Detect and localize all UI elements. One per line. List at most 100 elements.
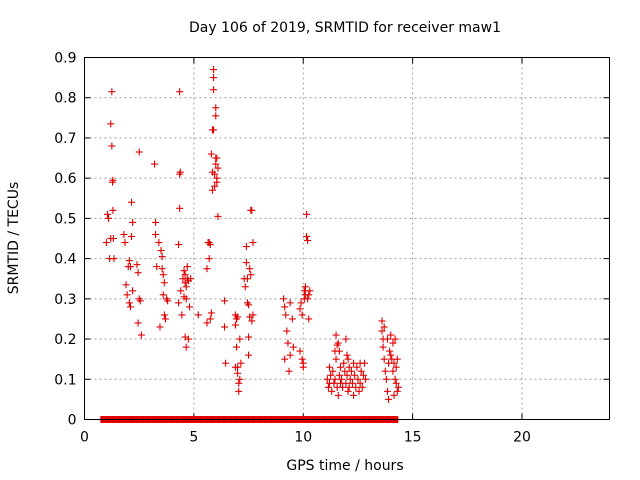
data-point	[102, 239, 110, 247]
data-point	[126, 263, 134, 271]
data-point	[353, 363, 361, 371]
data-point	[379, 343, 387, 351]
data-point	[236, 335, 244, 343]
data-point	[128, 198, 136, 206]
data-point	[110, 255, 118, 263]
data-point	[341, 367, 349, 375]
data-point	[214, 164, 222, 172]
data-point	[381, 367, 389, 375]
data-point	[336, 363, 344, 371]
data-point	[210, 126, 218, 134]
data-point	[323, 375, 331, 383]
data-point	[182, 295, 190, 303]
data-point	[344, 387, 352, 395]
data-point	[180, 267, 188, 275]
data-point	[393, 387, 401, 395]
data-point	[378, 317, 386, 325]
data-point	[297, 299, 305, 307]
data-point	[107, 235, 115, 242]
data-point	[159, 291, 167, 299]
data-point	[382, 375, 390, 383]
data-point	[178, 311, 186, 319]
data-point	[339, 383, 347, 391]
data-point	[304, 295, 312, 303]
data-point	[247, 271, 255, 279]
data-point	[206, 241, 214, 249]
data-point	[137, 331, 145, 339]
data-point	[243, 275, 251, 283]
data-point	[134, 269, 142, 277]
data-point	[108, 88, 116, 96]
data-point	[298, 311, 306, 319]
data-point	[176, 168, 184, 176]
data-point	[133, 261, 141, 269]
data-point	[284, 339, 292, 347]
data-point	[213, 178, 221, 186]
y-tick-label: 0.5	[54, 211, 76, 227]
data-point	[391, 335, 399, 343]
data-point	[236, 375, 244, 383]
data-point	[234, 313, 242, 321]
data-point	[211, 170, 219, 178]
data-point	[161, 315, 169, 323]
data-point	[109, 206, 117, 214]
data-point	[233, 343, 241, 351]
data-point	[380, 323, 388, 331]
data-point	[347, 367, 355, 375]
data-point	[385, 395, 393, 403]
data-point	[392, 379, 400, 387]
data-point	[151, 160, 158, 168]
data-point	[392, 363, 400, 371]
data-point	[234, 369, 242, 377]
data-point	[242, 259, 250, 267]
data-point	[383, 387, 391, 395]
data-point	[327, 371, 335, 379]
axis-ticks: 0 0.1 0.2 0.3 0.4 0.5 0.6 0.7 0.8 0.9 0 5 10 15 20	[54, 51, 610, 446]
data-point	[184, 335, 192, 343]
data-point	[107, 120, 115, 128]
data-point	[222, 359, 230, 367]
data-point	[332, 355, 340, 363]
y-tick-label: 0.6	[54, 171, 76, 187]
data-point	[298, 355, 306, 363]
data-point	[342, 335, 350, 343]
data-point	[175, 299, 183, 307]
y-tick-label: 0.9	[54, 51, 76, 67]
data-point	[358, 383, 366, 391]
data-point	[135, 148, 143, 156]
data-point	[242, 243, 250, 251]
data-point	[248, 206, 256, 214]
data-point	[340, 359, 348, 367]
data-point	[280, 295, 288, 303]
data-point	[125, 257, 133, 265]
data-point	[391, 375, 399, 383]
grid	[84, 57, 610, 420]
data-point	[332, 331, 340, 339]
data-point	[356, 379, 364, 387]
data-point	[152, 230, 160, 238]
y-tick-label: 0.8	[54, 91, 76, 107]
data-point	[210, 74, 218, 82]
data-point	[362, 375, 370, 383]
data-point	[203, 265, 211, 273]
data-point	[393, 355, 401, 363]
x-axis-label: GPS time / hours	[286, 458, 403, 474]
data-point	[194, 311, 202, 319]
data-point	[344, 355, 352, 363]
data-point	[121, 239, 129, 247]
data-point	[175, 241, 183, 249]
data-point	[158, 253, 166, 261]
data-point	[387, 331, 395, 339]
data-point	[126, 303, 134, 311]
data-point	[155, 239, 163, 247]
data-point	[378, 327, 386, 335]
data-point	[207, 150, 215, 158]
data-point	[129, 287, 137, 295]
data-point	[346, 375, 354, 383]
data-point	[306, 287, 314, 295]
data-point	[303, 232, 311, 240]
data-point	[210, 86, 218, 94]
data-point	[386, 347, 394, 355]
data-point	[246, 265, 254, 273]
data-point	[354, 375, 362, 383]
